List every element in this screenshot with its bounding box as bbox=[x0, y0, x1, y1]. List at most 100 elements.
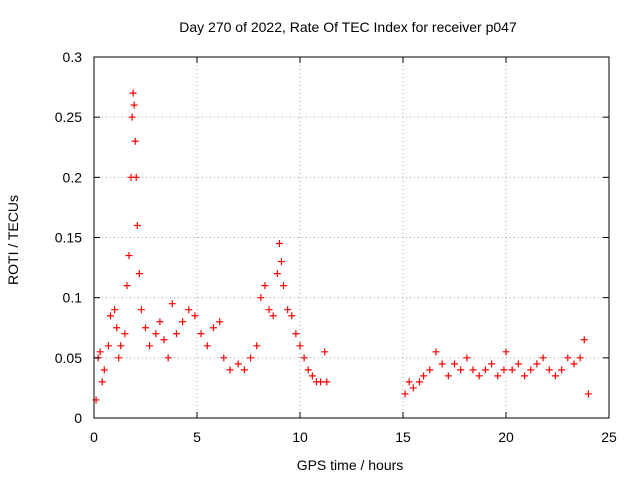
data-point bbox=[469, 366, 477, 374]
data-point bbox=[160, 336, 168, 344]
data-point bbox=[292, 330, 300, 338]
data-point bbox=[131, 137, 139, 145]
data-point bbox=[576, 354, 584, 362]
data-point bbox=[527, 366, 535, 374]
data-point bbox=[432, 348, 440, 356]
data-points bbox=[92, 89, 592, 404]
data-point bbox=[234, 360, 242, 368]
data-point bbox=[545, 366, 553, 374]
y-axis: 0 0.05 0.1 0.15 0.2 0.25 0.3 bbox=[55, 49, 609, 426]
data-point bbox=[125, 252, 133, 260]
data-point bbox=[415, 378, 423, 386]
x-axis-label: GPS time / hours bbox=[297, 457, 404, 473]
y-tick-label: 0.05 bbox=[55, 350, 82, 366]
data-point bbox=[533, 360, 541, 368]
data-point bbox=[494, 372, 502, 380]
data-point bbox=[113, 324, 121, 332]
x-axis: 0 5 10 15 20 25 bbox=[90, 57, 617, 445]
data-point bbox=[514, 360, 522, 368]
data-point bbox=[130, 101, 138, 109]
data-point bbox=[100, 366, 108, 374]
data-point bbox=[129, 89, 137, 97]
data-point bbox=[481, 366, 489, 374]
data-point bbox=[117, 342, 125, 350]
data-point bbox=[321, 348, 329, 356]
data-point bbox=[133, 221, 141, 229]
data-point bbox=[152, 330, 160, 338]
data-point bbox=[308, 372, 316, 380]
data-point bbox=[570, 360, 578, 368]
data-point bbox=[584, 390, 592, 398]
y-tick-label: 0.25 bbox=[55, 109, 82, 125]
data-point bbox=[444, 372, 452, 380]
data-point bbox=[438, 360, 446, 368]
data-point bbox=[96, 348, 104, 356]
data-point bbox=[146, 342, 154, 350]
y-axis-label: ROTI / TECUs bbox=[5, 195, 21, 285]
data-point bbox=[240, 366, 248, 374]
data-point bbox=[121, 330, 129, 338]
data-point bbox=[172, 330, 180, 338]
data-point bbox=[508, 366, 516, 374]
data-point bbox=[220, 354, 228, 362]
data-point bbox=[296, 342, 304, 350]
data-point bbox=[191, 312, 199, 320]
data-point bbox=[475, 372, 483, 380]
data-point bbox=[132, 173, 140, 181]
data-point bbox=[409, 384, 417, 392]
data-point bbox=[405, 378, 413, 386]
data-point bbox=[137, 306, 145, 314]
data-point bbox=[142, 324, 149, 332]
y-tick-label: 0 bbox=[74, 410, 82, 426]
y-tick-label: 0.1 bbox=[63, 290, 83, 306]
y-tick-label: 0.2 bbox=[63, 169, 83, 185]
data-point bbox=[500, 366, 508, 374]
data-point bbox=[164, 354, 172, 362]
data-point bbox=[463, 354, 471, 362]
plot-frame bbox=[93, 56, 610, 419]
data-point bbox=[323, 378, 331, 386]
data-point bbox=[539, 354, 547, 362]
data-point bbox=[564, 354, 572, 362]
data-point bbox=[185, 306, 193, 314]
data-point bbox=[317, 378, 325, 386]
data-point bbox=[551, 372, 559, 380]
data-point bbox=[521, 372, 529, 380]
data-point bbox=[502, 348, 510, 356]
data-point bbox=[265, 306, 273, 314]
data-point bbox=[135, 270, 143, 278]
data-point bbox=[420, 372, 428, 380]
data-point bbox=[106, 312, 114, 320]
data-point bbox=[288, 312, 296, 320]
x-tick-label: 25 bbox=[601, 429, 617, 445]
data-point bbox=[257, 294, 265, 302]
data-point bbox=[280, 282, 288, 290]
grid bbox=[94, 57, 609, 418]
chart-title: Day 270 of 2022, Rate Of TEC Index for r… bbox=[179, 19, 517, 35]
data-point bbox=[304, 366, 312, 374]
data-point bbox=[197, 330, 205, 338]
data-point bbox=[451, 360, 458, 368]
x-tick-label: 0 bbox=[90, 429, 98, 445]
data-point bbox=[179, 318, 187, 326]
data-point bbox=[253, 342, 261, 350]
data-point bbox=[128, 113, 136, 121]
data-point bbox=[115, 354, 123, 362]
data-point bbox=[558, 366, 566, 374]
x-tick-label: 15 bbox=[395, 429, 411, 445]
data-point bbox=[277, 258, 285, 266]
x-tick-label: 20 bbox=[498, 429, 514, 445]
data-point bbox=[156, 318, 164, 326]
data-point bbox=[111, 306, 119, 314]
data-point bbox=[401, 390, 409, 398]
x-tick-label: 5 bbox=[193, 429, 201, 445]
data-point bbox=[273, 270, 281, 278]
data-point bbox=[275, 240, 283, 248]
data-point bbox=[426, 366, 434, 374]
y-tick-label: 0.15 bbox=[55, 230, 82, 246]
data-point bbox=[247, 354, 255, 362]
data-point bbox=[209, 324, 217, 332]
data-point bbox=[284, 306, 292, 314]
data-point bbox=[300, 354, 308, 362]
